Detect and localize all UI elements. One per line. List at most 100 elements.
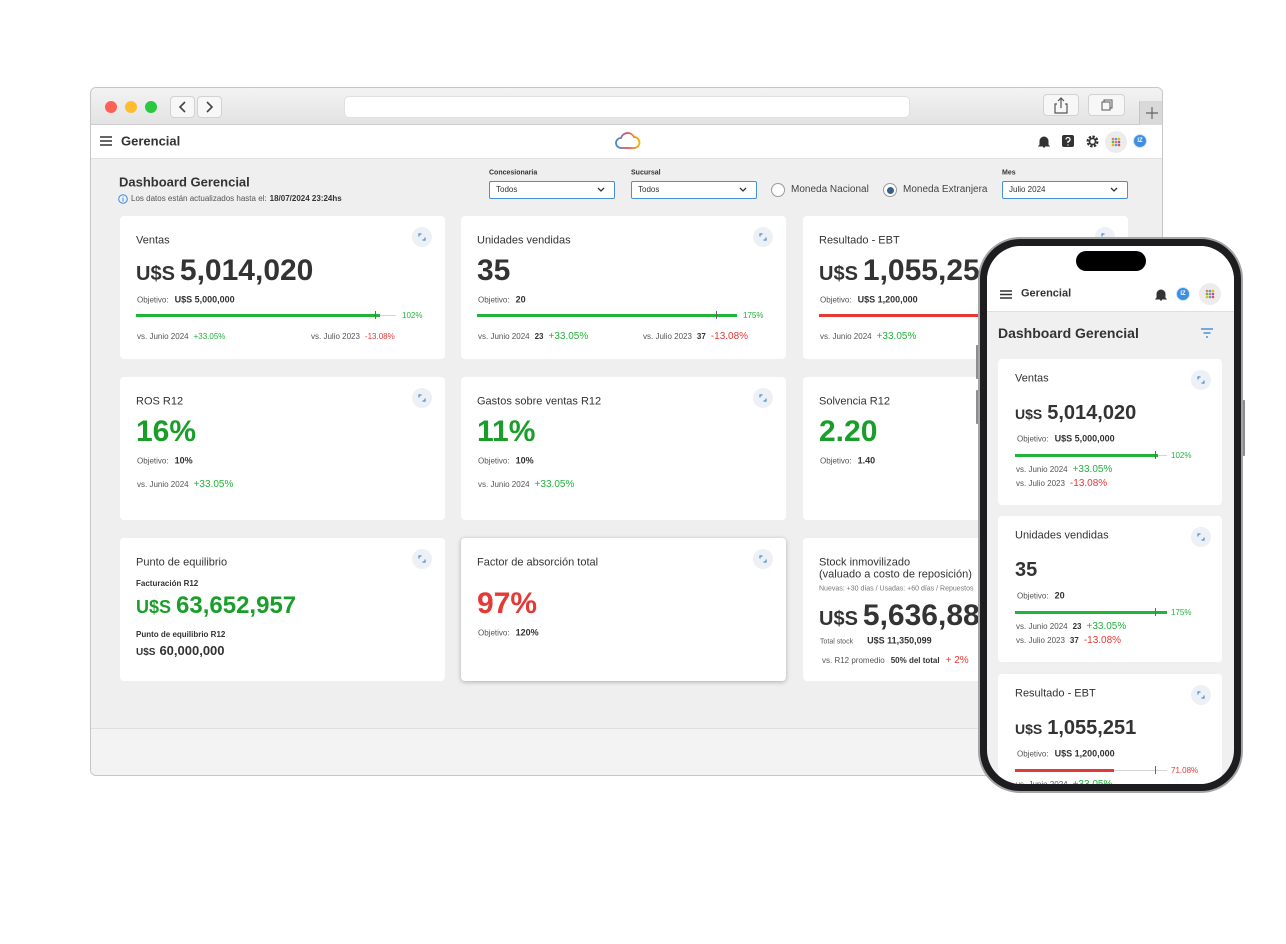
filter-icon[interactable]: [1200, 327, 1214, 339]
user-avatar[interactable]: IZ: [1133, 134, 1147, 148]
comparison-label: vs. Junio 2024: [137, 480, 189, 489]
progress-label: 175%: [743, 311, 764, 320]
average-comparison: vs. R12 promedio 50% del total + 2%: [822, 656, 969, 666]
new-tab-button[interactable]: [1139, 101, 1162, 125]
apps-icon[interactable]: [1105, 131, 1127, 153]
comparison-change: +33.05%: [548, 331, 589, 342]
comparison: vs. Junio 2024 +33.05%: [478, 480, 574, 490]
expand-button[interactable]: [753, 549, 773, 569]
expand-button[interactable]: [753, 388, 773, 408]
radio-label: Moneda Nacional: [791, 184, 869, 195]
maximize-button[interactable]: [145, 101, 157, 113]
user-initials: IZ: [1137, 138, 1143, 144]
comparison-change: +33.05%: [534, 479, 575, 490]
tabs-button[interactable]: [1088, 94, 1125, 116]
card-title: Ventas: [1015, 372, 1049, 385]
progress-label: 175%: [1171, 608, 1192, 617]
kpi-card: Ventas U$S 5,014,020 Objetivo: U$S 5,000,000…: [998, 359, 1222, 505]
close-button[interactable]: [105, 101, 117, 113]
comparison-count: 23: [1072, 622, 1082, 631]
progress-target: [1154, 766, 1156, 774]
comparison-label: vs. Julio 2023: [643, 332, 692, 341]
expand-button[interactable]: [412, 388, 432, 408]
objective-label: Objetivo:: [820, 456, 852, 466]
radio-button[interactable]: [883, 183, 897, 197]
notifications-icon[interactable]: [1038, 135, 1050, 148]
objective-value: 120%: [515, 627, 539, 638]
total-stock: Total stock U$S 11,350,099: [820, 636, 932, 646]
minimize-button[interactable]: [125, 101, 137, 113]
objective-label: Objetivo:: [478, 628, 510, 638]
forward-button[interactable]: [197, 96, 222, 118]
comparison: vs. Junio 2024 23 +33.05%: [1016, 622, 1126, 632]
expand-button[interactable]: [412, 227, 432, 247]
progress-fill: [136, 313, 380, 317]
comparison-label: vs. Junio 2024: [1016, 465, 1068, 474]
expand-button[interactable]: [412, 549, 432, 569]
radio-button[interactable]: [771, 183, 785, 197]
dashboard-title: Dashboard Gerencial: [119, 174, 250, 190]
comparison-change: +33.05%: [193, 332, 226, 341]
objective: Objetivo: U$S 5,000,000: [1017, 434, 1115, 444]
objective-label: Objetivo:: [1017, 434, 1049, 444]
objective: Objetivo: 20: [1017, 590, 1065, 601]
kpi-value: 97%: [477, 589, 537, 619]
comparison-label: vs. Julio 2023: [311, 332, 360, 341]
text: 50% del total: [890, 656, 940, 665]
chevron-icon: [1109, 186, 1119, 194]
share-button[interactable]: [1043, 94, 1079, 116]
phone: Gerencial IZ Dashboard Gerencial Ventas U$S 5…: [978, 237, 1243, 793]
back-button[interactable]: [170, 96, 195, 118]
filter-select[interactable]: Todos: [489, 181, 615, 199]
card-note: Nuevas: +30 días / Usadas: +60 días / Re…: [819, 585, 974, 593]
currency: U$S: [136, 597, 172, 617]
objective: Objetivo: 20: [478, 295, 526, 305]
card-title: Unidades vendidas: [1015, 529, 1109, 542]
app-title: Gerencial: [121, 133, 181, 149]
card-title: Gastos sobre ventas R12: [477, 395, 602, 408]
text: 18/07/2024 23:24hs: [269, 194, 342, 203]
app-header: [91, 125, 1162, 159]
value: 35: [477, 254, 511, 287]
notifications-icon[interactable]: [1155, 288, 1167, 301]
objective-label: Objetivo:: [137, 456, 169, 466]
user-avatar[interactable]: IZ: [1176, 287, 1190, 301]
comparison: vs. Junio 2024 +33.05%: [137, 333, 225, 341]
comparison-count: 37: [696, 332, 706, 341]
comparison-count: 23: [534, 332, 544, 341]
apps-icon[interactable]: [1199, 283, 1221, 305]
kpi-value: 16%: [136, 417, 196, 447]
updated-info: Los datos están actualizados hasta el: 18…: [131, 195, 342, 203]
comparison-change: +33.05%: [876, 331, 917, 342]
filter-select[interactable]: Todos: [631, 181, 757, 199]
text: Total stock: [820, 638, 854, 646]
help-icon[interactable]: [1062, 135, 1074, 147]
comparison-change: +33.05%: [193, 479, 234, 490]
value: 11%: [477, 415, 536, 448]
kpi-value: U$S 1,055,251: [1015, 718, 1136, 738]
menu-icon[interactable]: [1000, 290, 1012, 299]
expand-button[interactable]: [1191, 527, 1211, 547]
objective-label: Objetivo:: [478, 456, 510, 466]
value: 1,055,251: [862, 254, 997, 287]
progress-target: [716, 311, 718, 319]
radio-label: Moneda Extranjera: [903, 184, 988, 195]
settings-icon[interactable]: [1086, 135, 1099, 148]
currency: U$S: [819, 263, 858, 285]
kpi-value: U$S 5,636,88: [819, 601, 980, 631]
progress-target: [375, 311, 377, 319]
filter-select[interactable]: Julio 2024: [1002, 181, 1128, 199]
menu-icon[interactable]: [100, 136, 112, 146]
card-title: Resultado - EBT: [819, 234, 900, 247]
expand-button[interactable]: [1191, 370, 1211, 390]
address-bar[interactable]: [344, 96, 910, 118]
progress-fill: [1015, 768, 1115, 772]
expand-button[interactable]: [753, 227, 773, 247]
objective: Objetivo: 10%: [478, 456, 534, 466]
comparison-change: -13.08%: [710, 331, 749, 342]
card-title: Stock inmovilizado: [819, 556, 911, 569]
objective-value: 20: [1054, 590, 1065, 601]
expand-button[interactable]: [1191, 685, 1211, 705]
text: Los datos están actualizados hasta el:: [131, 194, 267, 203]
